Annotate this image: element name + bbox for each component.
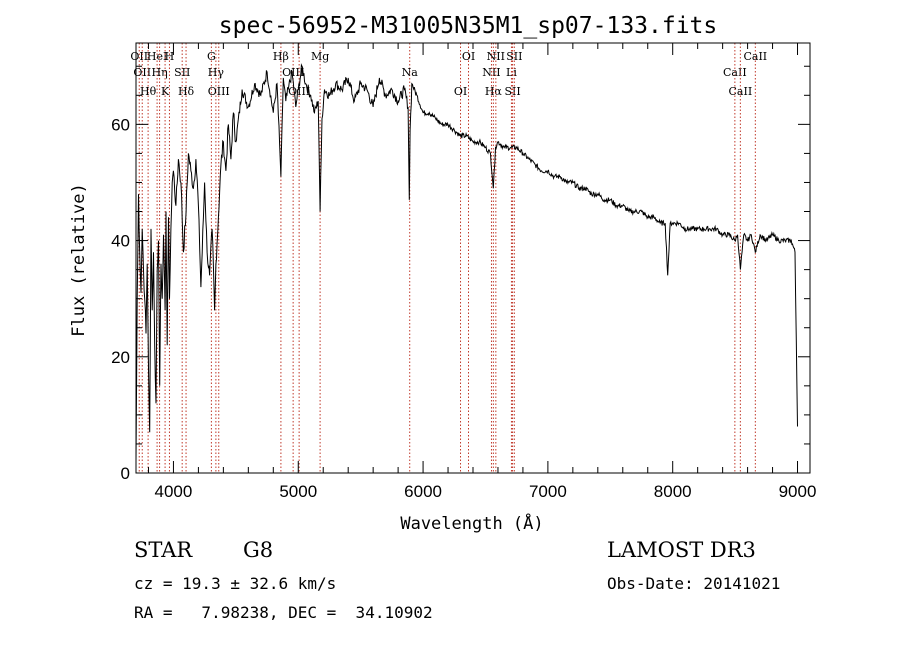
x-tick-label: 8000 bbox=[654, 482, 692, 501]
line-marker-label: OIII bbox=[208, 85, 230, 98]
x-tick-label: 7000 bbox=[529, 482, 567, 501]
line-marker-label: SII bbox=[174, 66, 190, 79]
x-tick-label: 5000 bbox=[279, 482, 317, 501]
survey-name: LAMOST DR3 bbox=[607, 538, 756, 562]
line-marker-label: OI bbox=[462, 50, 475, 63]
line-marker-label: CaII bbox=[723, 66, 747, 79]
line-marker-label: Hα bbox=[485, 85, 503, 98]
line-marker-label: Hβ bbox=[273, 50, 289, 63]
spectrum-line bbox=[135, 63, 798, 462]
line-marker-label: HeI bbox=[147, 50, 167, 63]
coordinates: RA = 7.98238, DEC = 34.10902 bbox=[134, 603, 433, 622]
y-tick-label: 60 bbox=[111, 115, 130, 134]
line-marker-label: G bbox=[207, 50, 216, 63]
line-marker-label: OII bbox=[130, 50, 148, 63]
line-marker-label: CaII bbox=[743, 50, 767, 63]
line-marker-label: OI bbox=[454, 85, 467, 98]
axes: 4000 5000 6000 7000 8000 9000 0 20 40 60 bbox=[111, 42, 817, 501]
line-marker-label: H bbox=[165, 50, 175, 63]
spectral-subclass: G8 bbox=[243, 538, 274, 562]
line-marker-label: NII bbox=[487, 50, 505, 63]
plot-frame bbox=[135, 42, 811, 474]
y-tick-label: 40 bbox=[111, 232, 130, 251]
line-marker-label: OII bbox=[133, 66, 151, 79]
line-marker-label: Hγ bbox=[208, 66, 225, 79]
y-tick-label: 20 bbox=[111, 348, 130, 367]
line-marker-label: Hη bbox=[151, 66, 167, 79]
x-axis-label: Wavelength (Å) bbox=[400, 512, 543, 534]
x-tick-label: 6000 bbox=[404, 482, 442, 501]
line-marker-label: CaII bbox=[729, 85, 753, 98]
redshift-text: cz = 19.3 ± 32.6 km/s bbox=[134, 574, 337, 593]
line-marker-label: SII bbox=[506, 50, 522, 63]
spectral-class: STAR bbox=[134, 538, 193, 562]
line-marker-label: Li bbox=[506, 66, 517, 79]
line-marker-label: K bbox=[161, 85, 170, 98]
line-marker-label: SII bbox=[504, 85, 520, 98]
line-marker-label: Hθ bbox=[140, 85, 157, 98]
line-marker-label: NII bbox=[482, 66, 500, 79]
x-tick-label: 9000 bbox=[779, 482, 817, 501]
spectrum-series bbox=[135, 63, 798, 462]
obs-date: Obs-Date: 20141021 bbox=[607, 574, 781, 593]
chart-title: spec-56952-M31005N35M1_sp07-133.fits bbox=[219, 13, 718, 39]
x-tick-label: 4000 bbox=[155, 482, 193, 501]
line-marker-label: Hδ bbox=[178, 85, 195, 98]
y-axis-label: Flux (relative) bbox=[69, 183, 89, 337]
line-marker-label: Mg bbox=[311, 50, 329, 63]
y-tick-label: 0 bbox=[121, 464, 130, 483]
line-marker-label: Na bbox=[402, 66, 419, 79]
line-markers: OIIOIIHθHeIHηKHSIIHδGHγOIIIHβOIIIOIIIMgN… bbox=[130, 43, 767, 473]
